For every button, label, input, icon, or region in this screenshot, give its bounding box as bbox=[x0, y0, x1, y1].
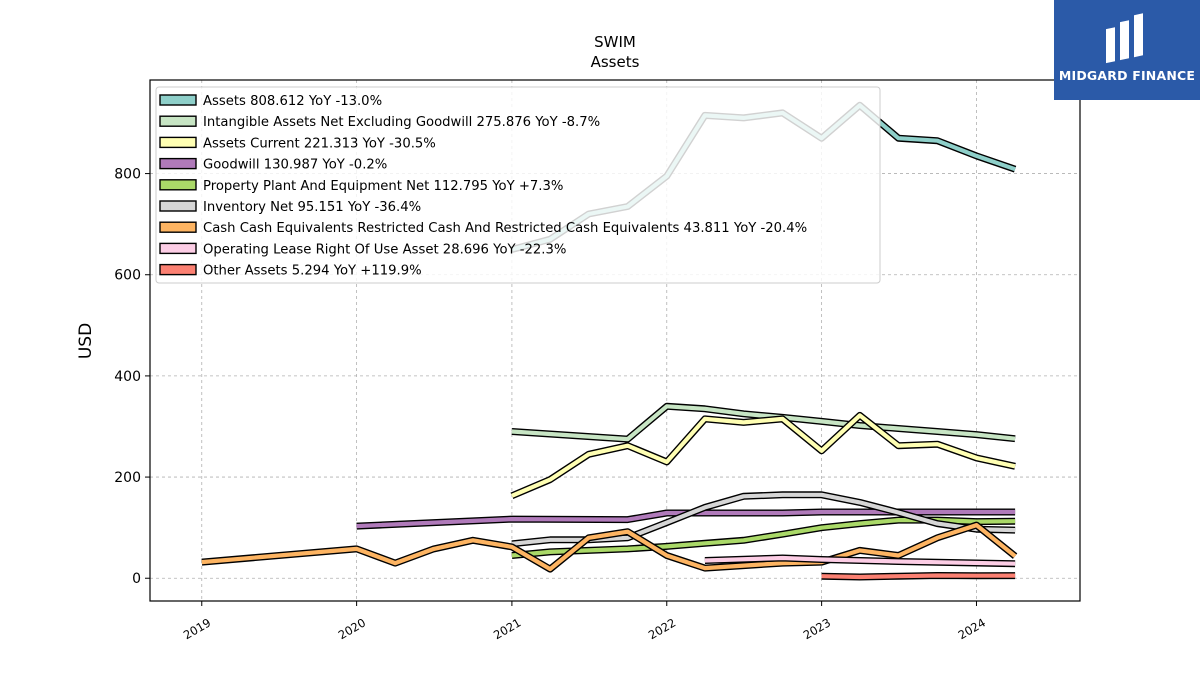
legend-swatch bbox=[159, 115, 197, 127]
legend-box bbox=[155, 86, 881, 284]
chart-title: SWIM bbox=[594, 33, 636, 51]
y-tick-label: 0 bbox=[132, 571, 141, 587]
legend-swatch bbox=[159, 200, 197, 212]
series-line-7 bbox=[201, 522, 1017, 572]
midgard-logo-icon bbox=[1106, 13, 1143, 64]
legend-swatch bbox=[159, 263, 197, 276]
legend-swatch bbox=[159, 242, 197, 255]
legend-label: Property Plant And Equipment Net 112.795… bbox=[203, 179, 563, 194]
brand-logo: MIDGARD FINANCE bbox=[1054, 0, 1200, 100]
series-line-9 bbox=[821, 573, 1016, 580]
legend-swatch bbox=[159, 221, 197, 233]
legend-swatch bbox=[159, 94, 197, 106]
legend-swatch bbox=[159, 157, 197, 170]
legend-label: Other Assets 5.294 YoY +119.9% bbox=[203, 264, 422, 279]
series-line-3 bbox=[511, 413, 1016, 498]
y-axis-label: USD bbox=[76, 323, 96, 359]
series-line-8 bbox=[704, 555, 1016, 566]
legend-swatch bbox=[159, 136, 197, 149]
legend-label: Operating Lease Right Of Use Asset 28.69… bbox=[203, 242, 566, 257]
x-tick-label: 2021 bbox=[491, 615, 523, 642]
x-tick-label: 2020 bbox=[336, 615, 368, 642]
legend-label: Intangible Assets Net Excluding Goodwill… bbox=[203, 115, 600, 130]
y-tick-label: 200 bbox=[114, 470, 141, 486]
x-tick-label: 2019 bbox=[181, 615, 213, 642]
legend-swatch bbox=[159, 179, 197, 191]
series-layer bbox=[201, 101, 1018, 581]
series-line-4 bbox=[356, 509, 1016, 529]
y-tick-label: 400 bbox=[114, 369, 141, 385]
legend-label: Inventory Net 95.151 YoY -36.4% bbox=[203, 200, 421, 215]
x-tick-label: 2022 bbox=[646, 615, 678, 642]
legend-label: Goodwill 130.987 YoY -0.2% bbox=[203, 158, 387, 173]
legend-label: Assets Current 221.313 YoY -30.5% bbox=[203, 136, 436, 151]
chart-legend: Assets 808.612 YoY -13.0% Intangible Asse… bbox=[155, 86, 881, 284]
y-tick-label: 800 bbox=[114, 167, 141, 183]
legend-label: Assets 808.612 YoY -13.0% bbox=[203, 94, 382, 109]
y-tick-label: 600 bbox=[114, 268, 141, 284]
series-line-2 bbox=[511, 404, 1016, 442]
chart-subtitle: Assets bbox=[591, 53, 640, 71]
x-tick-label: 2024 bbox=[956, 615, 988, 642]
x-tick-label: 2023 bbox=[801, 615, 833, 642]
legend-label: Cash Cash Equivalents Restricted Cash An… bbox=[203, 221, 807, 236]
plot-frame bbox=[149, 79, 1081, 602]
brand-name: MIDGARD FINANCE bbox=[1058, 68, 1196, 83]
